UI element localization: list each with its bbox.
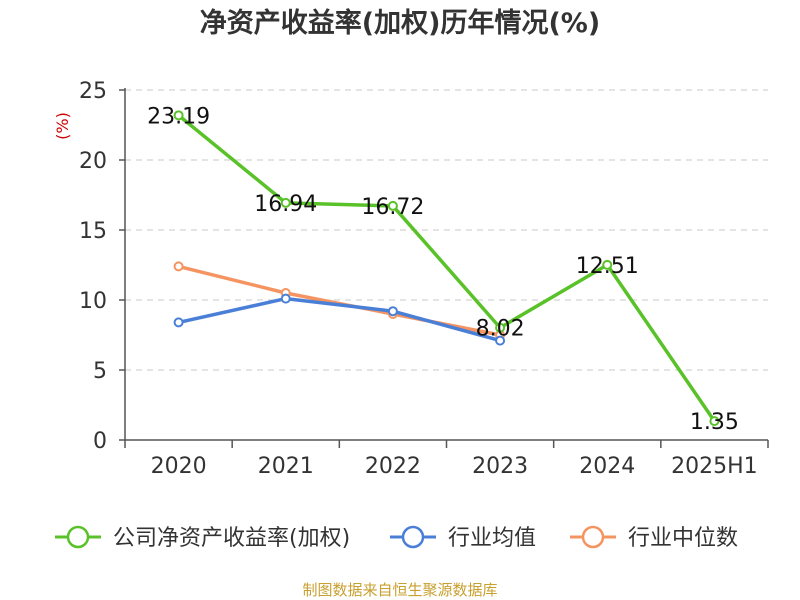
legend-label: 公司净资产收益率(加权) xyxy=(113,526,350,551)
data-point xyxy=(387,306,398,317)
legend-swatch-marker xyxy=(401,525,425,549)
data-point xyxy=(173,110,184,121)
data-point xyxy=(709,416,720,427)
legend-item: 行业均值 xyxy=(390,525,536,551)
x-tick-label: 2020 xyxy=(151,454,207,479)
y-tick-label: 0 xyxy=(93,429,107,454)
x-tick-labels: 2020 2021 2022 2023 2024 2025H1 xyxy=(151,454,758,479)
x-tick-label: 2021 xyxy=(258,454,314,479)
x-tick-label: 2022 xyxy=(365,454,421,479)
y-tick-labels: 0 5 10 15 20 25 xyxy=(79,79,107,454)
data-label: 12.51 xyxy=(576,254,639,279)
data-label: 8.02 xyxy=(476,317,525,342)
data-point xyxy=(280,293,291,304)
chart-title: 净资产收益率(加权)历年情况(%) xyxy=(200,7,600,39)
data-point xyxy=(280,197,291,208)
legend-item: 公司净资产收益率(加权) xyxy=(55,525,350,551)
data-label: 23.19 xyxy=(147,104,210,129)
axes xyxy=(119,88,769,448)
y-axis-label: (%) xyxy=(53,112,72,140)
legend-item: 行业中位数 xyxy=(570,525,738,551)
y-tick-label: 15 xyxy=(79,219,107,244)
data-point xyxy=(495,335,506,346)
x-tick-label: 2024 xyxy=(579,454,635,479)
data-point xyxy=(173,261,184,272)
legend-label: 行业均值 xyxy=(448,526,536,551)
data-point xyxy=(387,200,398,211)
x-tick-label: 2023 xyxy=(472,454,528,479)
series-lines xyxy=(173,110,720,427)
data-labels: 23.19 16.94 16.72 8.02 12.51 1.35 xyxy=(147,104,739,435)
series-line xyxy=(177,113,716,423)
grid-lines xyxy=(125,89,768,371)
y-tick-label: 20 xyxy=(79,149,107,174)
data-point xyxy=(602,259,613,270)
legend-swatch-marker xyxy=(66,525,90,549)
data-label: 16.94 xyxy=(254,192,317,217)
legend-swatch-marker xyxy=(581,525,605,549)
legend-label: 行业中位数 xyxy=(628,526,738,551)
y-tick-label: 25 xyxy=(79,79,107,104)
data-point xyxy=(173,317,184,328)
data-label: 1.35 xyxy=(690,410,739,435)
legend: 公司净资产收益率(加权) 行业均值 行业中位数 xyxy=(55,525,738,551)
series-line xyxy=(178,264,501,337)
data-label: 16.72 xyxy=(361,195,424,220)
x-tick-label: 2025H1 xyxy=(671,454,758,479)
source-note: 制图数据来自恒生聚源数据库 xyxy=(302,581,497,599)
series-line xyxy=(178,296,501,343)
data-point xyxy=(495,322,506,333)
y-tick-label: 10 xyxy=(79,289,107,314)
y-tick-label: 5 xyxy=(93,359,107,384)
